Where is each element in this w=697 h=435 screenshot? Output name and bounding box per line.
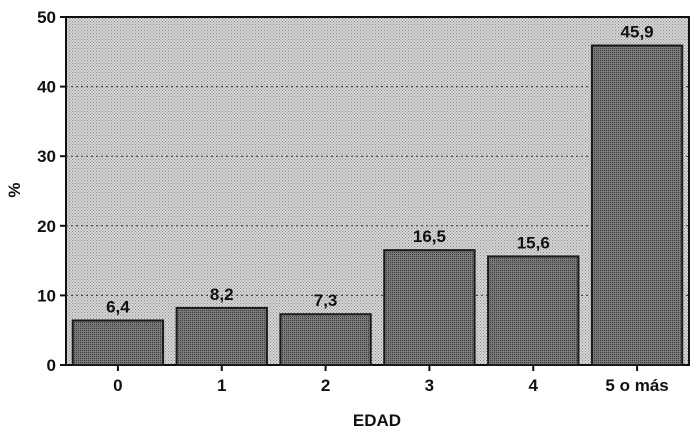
bar: [175, 306, 268, 367]
bar: [487, 255, 580, 367]
x-axis: 0 1 2 3 4 5 o más: [113, 365, 669, 395]
data-label: 16,5: [413, 227, 446, 246]
y-axis-title: %: [5, 182, 24, 197]
bars: [71, 44, 684, 367]
y-tick-label: 20: [37, 217, 56, 236]
x-axis-title: EDAD: [353, 411, 401, 430]
bar: [279, 313, 372, 366]
data-labels: 6,4 8,2 7,3 16,5 15,6 45,9: [106, 23, 654, 317]
data-label: 45,9: [621, 23, 654, 42]
gridlines: [66, 86, 689, 296]
y-tick-label: 30: [37, 147, 56, 166]
data-label: 15,6: [517, 233, 550, 252]
y-tick-label: 10: [37, 286, 56, 305]
x-tick-label: 3: [425, 376, 434, 395]
data-label: 7,3: [314, 291, 338, 310]
y-tick-label: 0: [47, 356, 56, 375]
y-tick-label: 50: [37, 8, 56, 27]
bar: [71, 319, 165, 366]
bar: [590, 44, 684, 366]
x-tick-label: 1: [217, 376, 226, 395]
data-label: 8,2: [210, 285, 234, 304]
y-tick-label: 40: [37, 78, 56, 97]
x-tick-label: 0: [113, 376, 122, 395]
x-tick-label: 2: [321, 376, 330, 395]
data-label: 6,4: [106, 297, 130, 316]
x-tick-label: 4: [529, 376, 539, 395]
x-tick-label: 5 o más: [605, 376, 668, 395]
plot-area: [65, 16, 690, 366]
bar: [383, 249, 476, 366]
y-axis: 0 10 20 30 40 50: [37, 8, 66, 375]
